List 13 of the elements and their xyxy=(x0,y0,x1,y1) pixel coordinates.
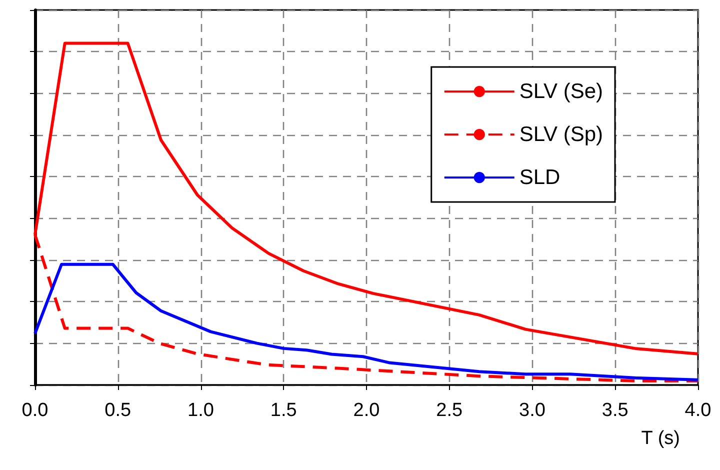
legend-label: SLV (Sp) xyxy=(519,123,604,146)
x-tick-label: 0.0 xyxy=(22,400,48,421)
x-tick-label: 3.0 xyxy=(519,400,546,421)
x-tick-label: 4.0 xyxy=(684,400,712,421)
x-tick-label: 2.0 xyxy=(353,400,380,421)
legend-label: SLD xyxy=(519,166,560,189)
x-tick-label: 0.5 xyxy=(104,400,132,421)
x-axis-title: T (s) xyxy=(641,428,680,449)
x-tick-label: 1.0 xyxy=(188,400,214,421)
x-tick-label: 3.5 xyxy=(602,400,628,421)
legend-label: SLV (Se) xyxy=(519,80,604,103)
x-tick-label: 1.5 xyxy=(270,400,297,421)
x-tick-label: 2.5 xyxy=(436,400,463,421)
